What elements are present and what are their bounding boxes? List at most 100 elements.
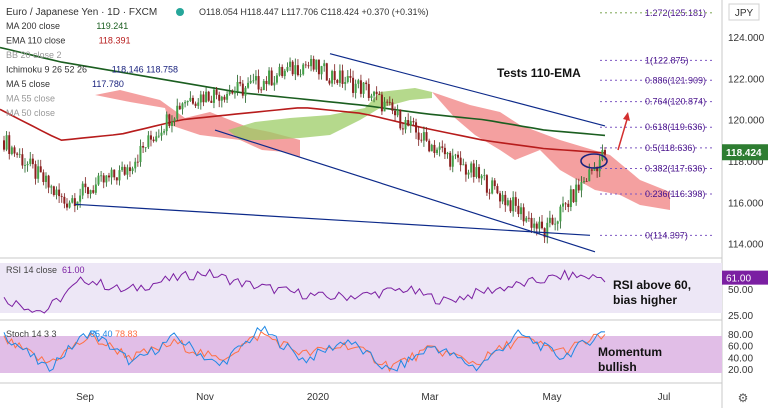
candle-body: [312, 58, 315, 70]
indicator-label: MA 5 close: [6, 79, 50, 89]
candle-body: [517, 205, 520, 215]
stoch-tick-label: 60.00: [728, 342, 753, 353]
candle-body: [491, 180, 494, 194]
candle-body: [299, 74, 302, 76]
candle-body: [375, 91, 378, 95]
gear-icon[interactable]: ⚙: [738, 391, 749, 405]
candle-body: [50, 186, 53, 188]
candle-body: [436, 149, 439, 154]
candle-body: [451, 155, 454, 167]
candle-body: [26, 163, 29, 166]
candle-body: [562, 203, 565, 207]
candle-body: [142, 145, 145, 148]
candle-body: [294, 65, 297, 75]
candle-body: [310, 58, 313, 67]
candle-body: [472, 163, 475, 177]
candle-body: [433, 144, 436, 154]
candle-body: [512, 197, 515, 212]
candle-body: [396, 109, 399, 116]
candle-body: [278, 66, 281, 76]
candle-body: [417, 132, 420, 140]
candle-body: [378, 94, 381, 95]
indicator-label: MA 200 close: [6, 21, 60, 31]
price-tick-label: 122.000: [728, 74, 765, 85]
candle-body: [210, 100, 213, 103]
candle-body: [131, 168, 134, 172]
candle-body: [173, 118, 176, 122]
candle-body: [228, 91, 231, 95]
candle-body: [215, 89, 218, 95]
candle-body: [428, 140, 431, 152]
x-tick-label: Jul: [658, 392, 671, 403]
stoch-k-value: 85.40: [90, 329, 113, 339]
candle-body: [535, 223, 538, 229]
candle-body: [239, 81, 242, 84]
candle-body: [569, 189, 572, 208]
candle-body: [404, 119, 407, 130]
candle-body: [538, 221, 541, 229]
candle-body: [296, 65, 299, 76]
candle-body: [454, 154, 457, 156]
candle-body: [341, 70, 344, 84]
candle-body: [365, 82, 368, 85]
x-tick-label: 2020: [307, 392, 330, 403]
candle-body: [328, 80, 331, 84]
candle-body: [604, 150, 606, 155]
candle-body: [323, 63, 326, 67]
candle-body: [97, 175, 100, 185]
fib-label: 0.618(119.636): [645, 122, 705, 132]
candle-body: [63, 196, 66, 204]
x-tick-label: Nov: [196, 392, 214, 403]
annotation-line: bias higher: [613, 293, 677, 307]
candle-body: [199, 94, 202, 103]
candle-body: [231, 91, 234, 94]
support-line: [74, 203, 591, 236]
candle-body: [399, 109, 402, 129]
candle-body: [425, 132, 428, 141]
candle-body: [128, 167, 131, 172]
candle-body: [178, 105, 181, 110]
candle-body: [275, 75, 278, 83]
candle-body: [252, 80, 255, 82]
upside-arrow: [617, 115, 629, 151]
stoch-tick-label: 20.00: [728, 365, 753, 376]
candle-body: [315, 59, 318, 70]
stoch-tick-label: 80.00: [728, 330, 753, 341]
candle-body: [480, 175, 483, 179]
candle-body: [527, 217, 530, 219]
candle-body: [530, 217, 533, 228]
candle-body: [333, 71, 336, 81]
x-tick-label: May: [543, 392, 562, 403]
candle-body: [265, 80, 268, 85]
candle-body: [598, 159, 601, 172]
candle-body: [483, 175, 486, 176]
candle-body: [407, 119, 410, 126]
candle-body: [254, 76, 257, 81]
candle-body: [580, 182, 583, 191]
candle-body: [336, 80, 339, 83]
annotation-stoch: Momentum bullish: [598, 345, 662, 374]
stoch-band: [0, 336, 722, 373]
candle-body: [304, 64, 307, 66]
candle-body: [362, 82, 365, 94]
candle-body: [283, 70, 286, 77]
price-tick-label: 116.000: [728, 198, 764, 209]
annotation-rsi: RSI above 60, bias higher: [613, 278, 691, 307]
candle-body: [590, 169, 593, 171]
stoch-d-value: 78.83: [115, 329, 138, 339]
last-price-label: 118.424: [726, 148, 762, 159]
currency-box[interactable]: [728, 3, 760, 21]
fib-label: 0.5(118.636): [645, 143, 695, 153]
candle-body: [58, 189, 61, 197]
candle-body: [446, 152, 449, 155]
candle-body: [100, 175, 103, 177]
stoch-d-line: [3, 330, 606, 372]
candle-body: [105, 175, 108, 183]
stoch-tick-label: 40.00: [728, 353, 753, 364]
candle-body: [134, 161, 137, 169]
rsi-tick-label: 50.00: [728, 285, 753, 296]
candle-body: [123, 166, 126, 175]
market-status-icon: [176, 8, 184, 16]
candle-body: [165, 114, 168, 132]
candle-body: [541, 221, 544, 229]
